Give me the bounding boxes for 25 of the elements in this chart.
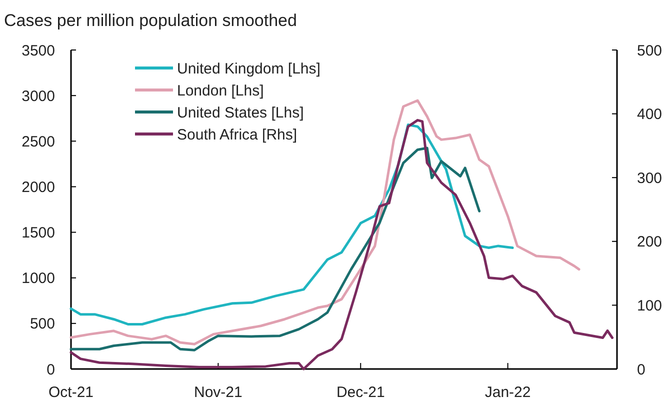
y-tick-label: 2500 bbox=[22, 133, 55, 150]
y-tick-label: 0 bbox=[46, 361, 55, 378]
y-tick-label: 2000 bbox=[22, 178, 55, 196]
chart-title: Cases per million population smoothed bbox=[4, 11, 297, 30]
legend-label: United States [Lhs] bbox=[177, 104, 304, 122]
y-tick-label: 500 bbox=[30, 316, 55, 333]
y2-tick-label: 300 bbox=[637, 170, 662, 187]
y2-tick-label: 200 bbox=[637, 234, 662, 251]
y2-tick-label: 100 bbox=[637, 297, 662, 314]
y2-tick-label: 400 bbox=[637, 106, 662, 124]
y-tick-label: 3000 bbox=[22, 88, 55, 105]
legend-label: South Africa [Rhs] bbox=[177, 126, 298, 144]
legend-label: London [Lhs] bbox=[177, 82, 264, 100]
y2-tick-label: 0 bbox=[637, 361, 646, 378]
x-tick-label: Oct-21 bbox=[48, 384, 94, 401]
x-tick-label: Dec-21 bbox=[336, 384, 385, 401]
y-tick-label: 1000 bbox=[22, 270, 55, 288]
x-tick-label: Nov-21 bbox=[194, 384, 242, 401]
y-tick-label: 1500 bbox=[22, 224, 55, 242]
x-tick-label: Jan-22 bbox=[484, 384, 531, 401]
legend-label: United Kingdom [Lhs] bbox=[177, 60, 320, 78]
line-series bbox=[70, 99, 580, 346]
y2-tick-label: 500 bbox=[637, 42, 662, 60]
y-tick-label: 3500 bbox=[22, 42, 55, 60]
line-series bbox=[70, 146, 481, 352]
